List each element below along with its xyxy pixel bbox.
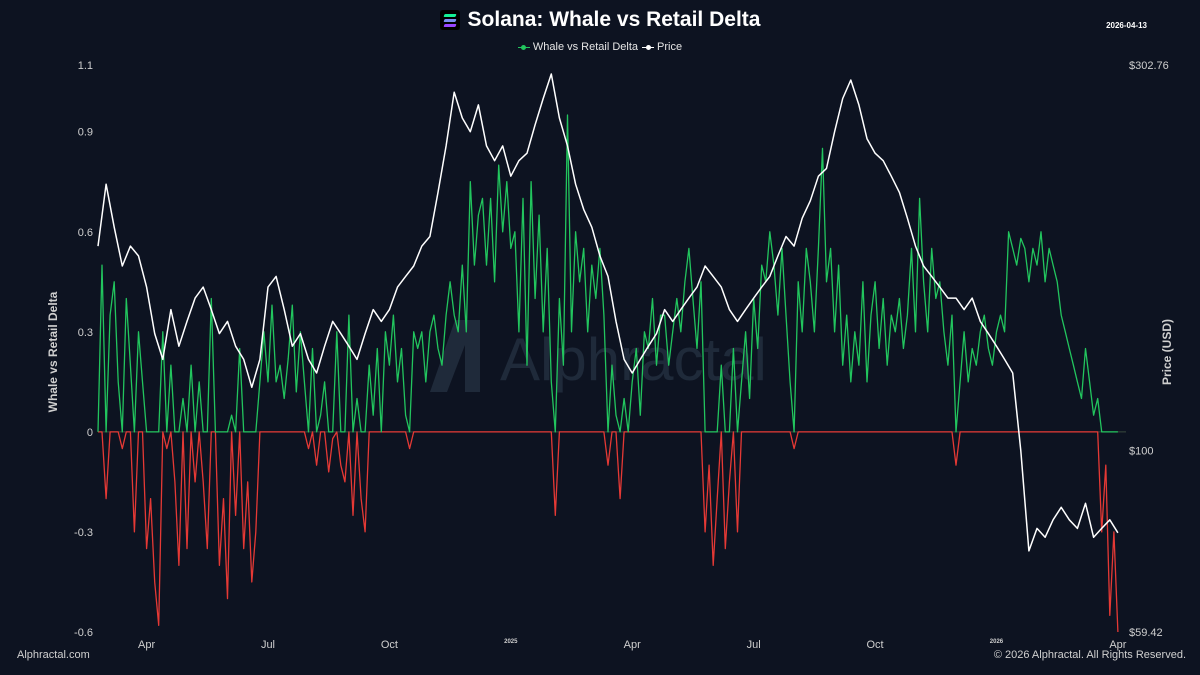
y2-tick-label: $302.76 (1129, 60, 1169, 72)
y2-axis-label: Price (USD) (1160, 319, 1174, 385)
y-tick-label: 0 (87, 427, 93, 439)
x-tick-label: Oct (381, 639, 398, 651)
x-tick-label: 2026 (990, 639, 1004, 645)
footer-copyright: © 2026 Alphractal. All Rights Reserved. (993, 649, 1186, 661)
legend-item-price[interactable]: Price (642, 41, 682, 53)
y2-tick-label: $100 (1129, 446, 1153, 458)
legend: Whale vs Retail Delta Price (0, 41, 1200, 53)
y-tick-label: 0.3 (78, 327, 93, 339)
y-tick-label: 1.1 (78, 60, 93, 72)
delta-positive-line (97, 114, 1118, 433)
y-axis-label: Whale vs Retail Delta (46, 291, 60, 412)
y-tick-label: 0.9 (78, 127, 93, 139)
x-tick-label: Apr (624, 639, 641, 651)
y-tick-label: -0.3 (74, 527, 93, 539)
legend-line-icon (642, 43, 655, 51)
x-tick-label: Jul (747, 639, 761, 651)
watermark: Alphractal (500, 326, 767, 393)
y-tick-label: 0.6 (78, 227, 93, 239)
price-line (97, 73, 1119, 552)
delta-negative-line (98, 431, 1119, 633)
x-tick-label: Jul (261, 639, 275, 651)
x-tick-label: Apr (138, 639, 155, 651)
legend-item-delta[interactable]: Whale vs Retail Delta (517, 41, 639, 53)
y2-tick-label: $59.42 (1129, 627, 1163, 639)
x-tick-label: Apr (1109, 639, 1126, 651)
legend-label-delta: Whale vs Retail Delta (532, 41, 639, 53)
watermark-logo-icon (430, 320, 480, 392)
legend-label-price: Price (657, 41, 683, 53)
x-tick-label: 2025 (504, 639, 518, 645)
y-tick-label: -0.6 (74, 627, 93, 639)
date-stamp: 2026-04-13 (1106, 21, 1147, 30)
x-tick-label: Oct (867, 639, 884, 651)
footer-site: Alphractal.com (17, 649, 90, 661)
legend-line-icon (517, 43, 530, 51)
